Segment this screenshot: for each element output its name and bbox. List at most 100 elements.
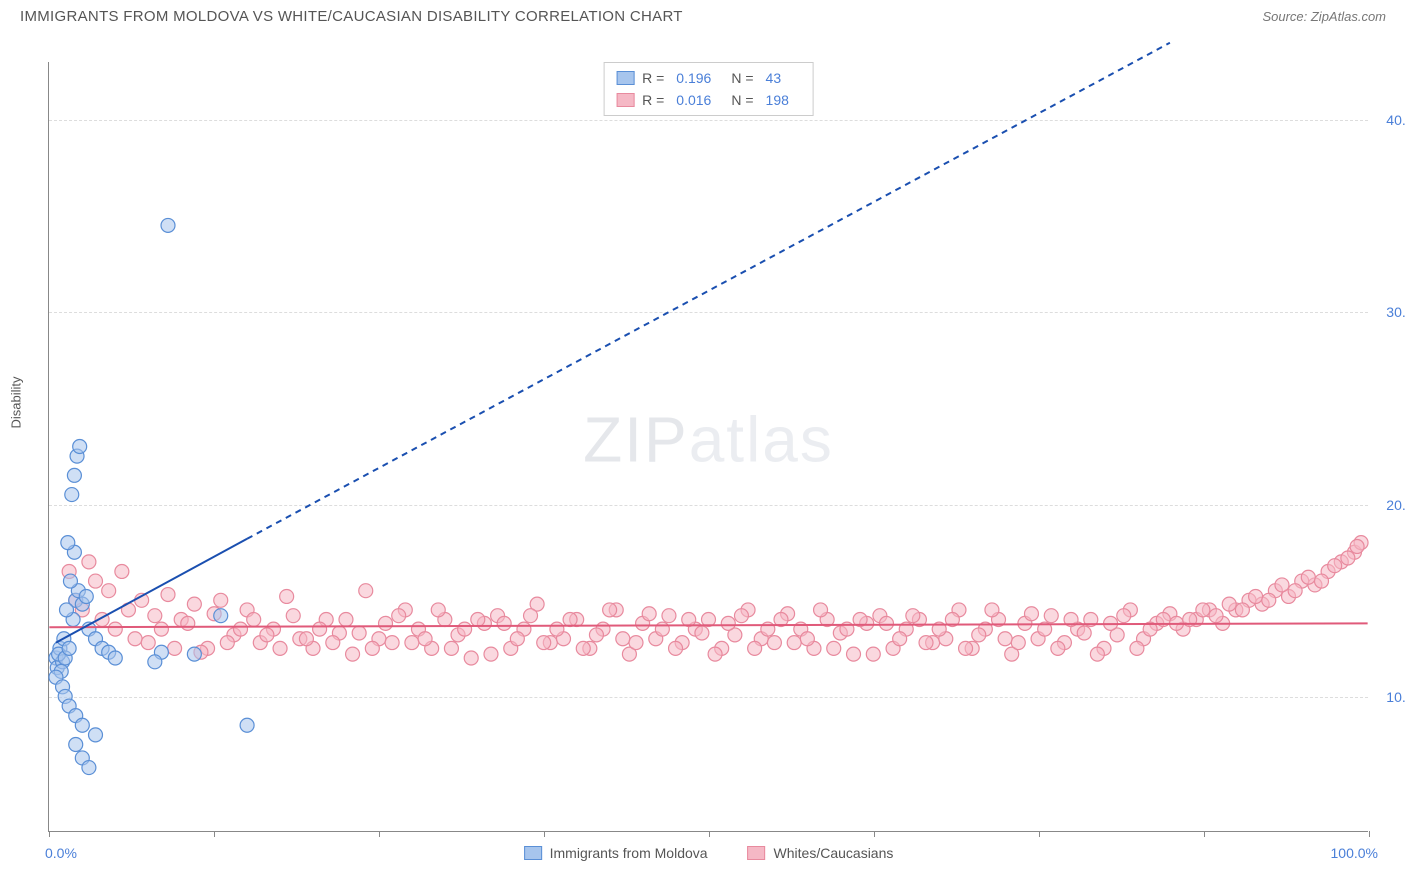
series-legend: Immigrants from Moldova Whites/Caucasian… [524,845,894,861]
r-value-blue: 0.196 [676,67,711,89]
data-point [82,555,96,569]
legend-swatch-pink-icon [748,846,766,860]
correlation-legend: R = 0.196 N = 43 R = 0.016 N = 198 [603,62,814,116]
n-value-pink: 198 [766,89,789,111]
data-point [919,636,933,650]
data-point [985,603,999,617]
data-point [1288,584,1302,598]
data-point [510,632,524,646]
data-point [1315,574,1329,588]
x-tick [544,831,545,837]
n-value-blue: 43 [766,67,782,89]
source-attribution: Source: ZipAtlas.com [1262,9,1386,24]
data-point [108,651,122,665]
data-point [352,626,366,640]
data-point [464,651,478,665]
data-point [220,636,234,650]
data-point [79,589,93,603]
data-point [67,468,81,482]
data-point [62,641,76,655]
data-point [959,641,973,655]
legend-item-blue: Immigrants from Moldova [524,845,708,861]
data-point [734,609,748,623]
y-tick-label: 40.0% [1386,112,1406,128]
data-point [866,647,880,661]
data-point [1222,597,1236,611]
legend-swatch-blue-icon [524,846,542,860]
data-point [1249,589,1263,603]
data-point [75,718,89,732]
data-point [392,609,406,623]
y-axis-title: Disability [9,376,24,428]
data-point [800,632,814,646]
data-point [642,607,656,621]
data-point [1051,641,1065,655]
data-point [187,597,201,611]
data-point [471,613,485,627]
r-label: R = [642,67,664,89]
data-point [1301,570,1315,584]
data-point [695,626,709,640]
data-point [299,632,313,646]
data-point [603,603,617,617]
data-point [431,603,445,617]
data-point [1024,607,1038,621]
data-point [181,616,195,630]
data-point [879,616,893,630]
x-tick [214,831,215,837]
data-point [148,655,162,669]
data-point [1196,603,1210,617]
data-point [1117,609,1131,623]
data-point [65,488,79,502]
data-point [260,628,274,642]
data-point [767,636,781,650]
data-point [61,536,75,550]
data-point [89,728,103,742]
data-point [240,718,254,732]
data-point [69,737,83,751]
data-point [787,636,801,650]
data-point [148,609,162,623]
y-tick-label: 30.0% [1386,304,1406,320]
data-point [847,647,861,661]
data-point [280,589,294,603]
trend-line [247,43,1170,539]
data-point [214,609,228,623]
x-axis-min-label: 0.0% [45,845,77,861]
n-label: N = [731,67,753,89]
data-point [73,440,87,454]
legend-label-pink: Whites/Caucasians [774,845,894,861]
data-point [346,647,360,661]
y-tick-label: 10.0% [1386,689,1406,705]
data-point [721,616,735,630]
x-tick [49,831,50,837]
data-point [497,616,511,630]
data-point [1262,593,1276,607]
data-point [1350,539,1364,553]
x-tick [379,831,380,837]
data-point [629,636,643,650]
data-point [379,616,393,630]
x-axis-max-label: 100.0% [1331,845,1378,861]
data-point [339,613,353,627]
data-point [359,584,373,598]
data-point [234,622,248,636]
data-point [1235,603,1249,617]
data-point [1130,641,1144,655]
r-value-pink: 0.016 [676,89,711,111]
data-point [82,761,96,775]
n-label: N = [731,89,753,111]
data-point [286,609,300,623]
data-point [1044,609,1058,623]
x-tick [1039,831,1040,837]
data-point [89,574,103,588]
data-point [128,632,142,646]
data-point [1209,609,1223,623]
data-point [893,632,907,646]
data-point [365,641,379,655]
x-tick [874,831,875,837]
legend-row-blue: R = 0.196 N = 43 [616,67,801,89]
data-point [708,647,722,661]
plot-svg [49,62,1368,831]
data-point [115,564,129,578]
